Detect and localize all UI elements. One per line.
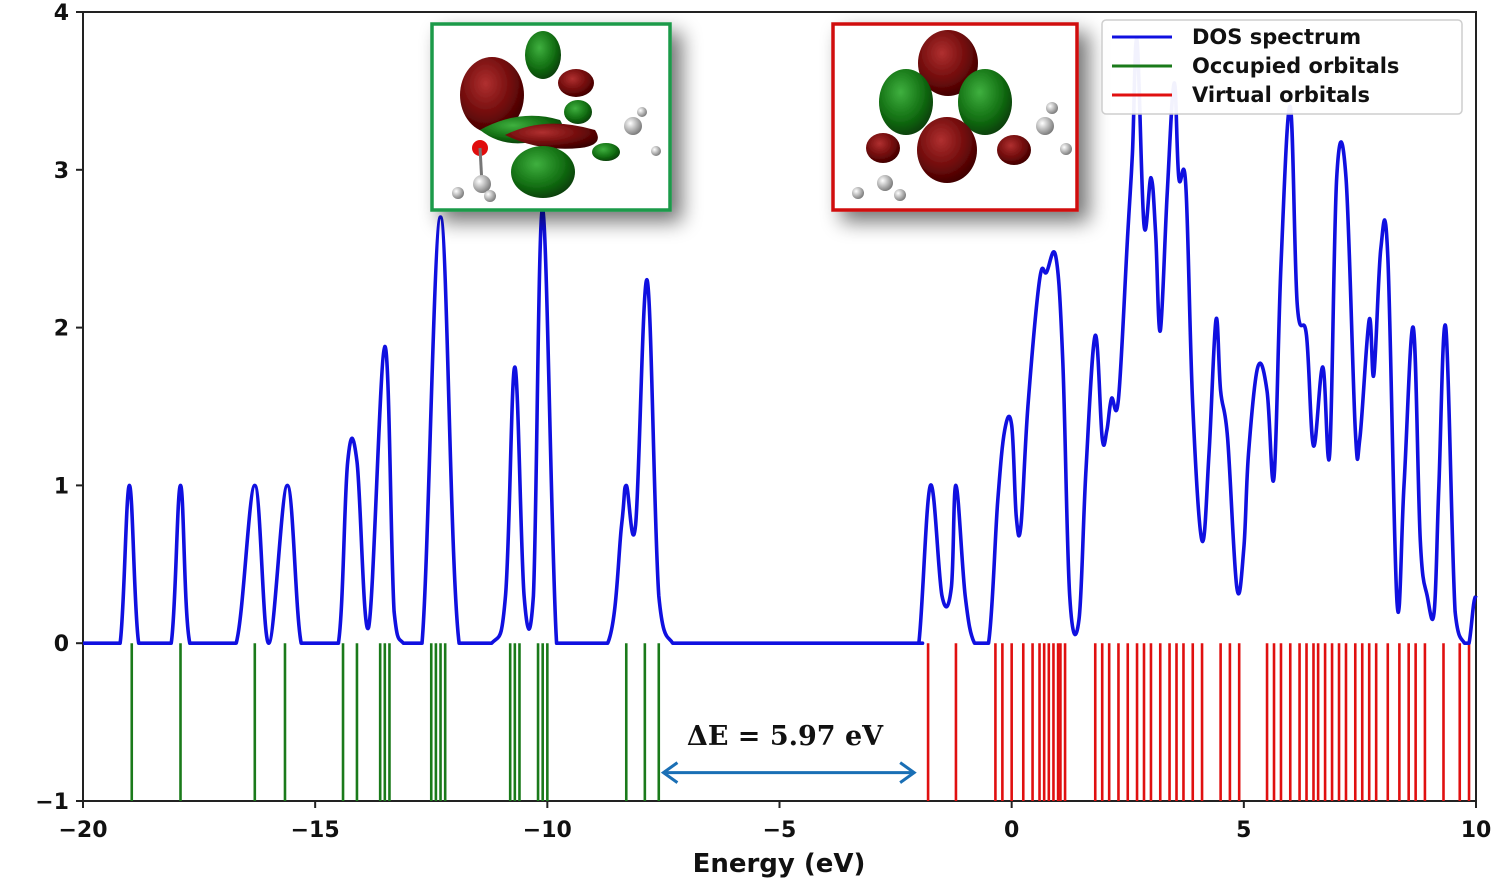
legend-label-dos: DOS spectrum xyxy=(1192,25,1361,49)
occupied-orbital-lines xyxy=(130,643,661,801)
x-tick-label: −5 xyxy=(763,818,797,843)
occupied-orbital-image xyxy=(452,31,661,202)
gap-label: ΔE = 5.97 eV xyxy=(687,721,884,752)
y-tick-label: 1 xyxy=(54,474,69,499)
virtual-orbital-image xyxy=(852,30,1072,201)
gap-arrow-head-left xyxy=(660,761,679,784)
y-tick-label: −1 xyxy=(35,790,69,815)
x-tick-label: −10 xyxy=(523,818,572,843)
y-tick-label: 4 xyxy=(54,1,69,26)
legend-label-occupied: Occupied orbitals xyxy=(1192,54,1399,78)
x-tick-label: 10 xyxy=(1461,818,1492,843)
occupied-orbital-inset xyxy=(430,22,672,212)
energy-gap-annotation: ΔE = 5.97 eV xyxy=(660,721,917,784)
x-tick-label: 0 xyxy=(1004,818,1019,843)
y-tick-label: 2 xyxy=(54,317,69,342)
x-axis-label: Energy (eV) xyxy=(693,849,866,879)
virtual-orbital-lines xyxy=(926,643,1471,801)
gap-arrow-head-right xyxy=(899,761,917,784)
x-tick-label: −15 xyxy=(291,818,340,843)
y-tick-label: 3 xyxy=(54,159,69,184)
x-tick-label: 5 xyxy=(1236,818,1251,843)
y-axis-ticks: −1 0 1 2 3 4 xyxy=(35,1,83,815)
legend-box xyxy=(1101,19,1463,115)
virtual-orbital-inset xyxy=(831,22,1079,212)
x-tick-label: −20 xyxy=(58,818,107,843)
legend: DOS spectrum Occupied orbitals Virtual o… xyxy=(1101,19,1463,115)
y-tick-label: 0 xyxy=(54,632,69,657)
x-axis-ticks: −20 −15 −10 −5 0 5 10 xyxy=(58,801,1491,843)
legend-label-virtual: Virtual orbitals xyxy=(1192,83,1370,107)
dos-spectrum-line xyxy=(83,37,1478,646)
